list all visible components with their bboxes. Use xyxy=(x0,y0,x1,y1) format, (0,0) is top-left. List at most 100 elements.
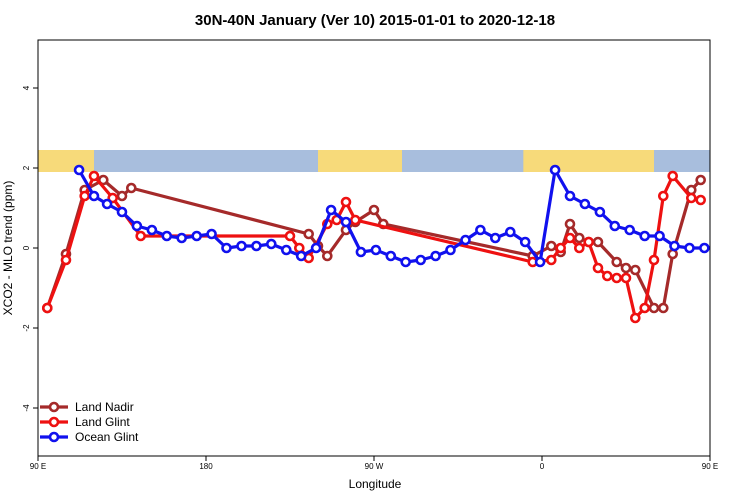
x-axis: 90 E 180 90 W 0 90 E xyxy=(30,456,718,471)
series-point-ocean-glint-8 xyxy=(191,230,202,242)
series-point-land-nadir-17 xyxy=(573,232,585,244)
legend-label-land-nadir: Land Nadir xyxy=(75,400,134,414)
x-tick-label-4: 90 E xyxy=(702,462,718,471)
x-tick-label-3: 0 xyxy=(540,462,545,471)
series-layer xyxy=(41,164,710,324)
series-point-ocean-glint-31 xyxy=(534,256,546,268)
series-point-ocean-glint-20 xyxy=(370,244,382,256)
series-point-land-glint-1 xyxy=(60,254,72,266)
series-point-land-nadir-27 xyxy=(695,174,707,186)
series-point-ocean-glint-12 xyxy=(251,240,262,252)
series-point-ocean-glint-24 xyxy=(430,250,441,262)
series-point-ocean-glint-38 xyxy=(639,230,651,242)
series-point-ocean-glint-37 xyxy=(624,224,636,236)
legend-label-ocean-glint: Ocean Glint xyxy=(75,430,139,444)
series-point-land-glint-29 xyxy=(695,194,707,206)
series-point-ocean-glint-6 xyxy=(161,230,173,242)
series-point-land-glint-20 xyxy=(601,270,613,282)
series-point-ocean-glint-35 xyxy=(594,206,606,218)
series-point-land-nadir-11 xyxy=(368,204,380,216)
series-point-ocean-glint-4 xyxy=(131,220,143,232)
legend-marker-land-nadir xyxy=(48,401,60,413)
series-point-land-nadir-4 xyxy=(116,190,128,202)
legend-marker-land-glint xyxy=(48,416,60,428)
series-point-ocean-glint-29 xyxy=(504,226,516,238)
series-point-land-glint-18 xyxy=(583,236,595,248)
series-point-land-nadir-19 xyxy=(592,236,604,248)
series-point-ocean-glint-1 xyxy=(88,190,100,202)
series-point-ocean-glint-27 xyxy=(475,224,486,236)
series-point-land-nadir-24 xyxy=(657,302,669,314)
y-tick-label-0: -4 xyxy=(22,404,31,412)
series-point-ocean-glint-36 xyxy=(609,220,621,232)
series-point-ocean-glint-26 xyxy=(460,234,471,246)
series-point-land-glint-14 xyxy=(545,254,557,266)
x-tick-label-0: 90 E xyxy=(30,462,46,471)
series-point-land-glint-2 xyxy=(79,190,90,202)
series-point-land-nadir-20 xyxy=(611,256,623,268)
series-point-ocean-glint-34 xyxy=(579,198,591,210)
y-tick-label-2: 0 xyxy=(22,245,31,250)
series-point-ocean-glint-5 xyxy=(146,224,158,236)
series-point-ocean-glint-23 xyxy=(415,254,427,266)
series-point-ocean-glint-15 xyxy=(295,250,307,262)
series-point-land-glint-27 xyxy=(667,170,679,182)
legend-label-land-glint: Land Glint xyxy=(75,415,130,429)
series-point-land-nadir-16 xyxy=(564,218,576,230)
series-point-land-glint-5 xyxy=(135,230,146,242)
series-point-land-nadir-23 xyxy=(648,302,660,314)
map-band xyxy=(38,150,710,172)
x-tick-label-2: 90 W xyxy=(365,462,384,471)
series-point-land-nadir-21 xyxy=(620,262,632,274)
series-point-ocean-glint-17 xyxy=(325,204,337,216)
series-point-ocean-glint-11 xyxy=(236,240,247,252)
series-point-land-glint-12 xyxy=(349,214,361,226)
series-point-ocean-glint-21 xyxy=(385,250,397,262)
y-tick-label-3: 2 xyxy=(22,165,31,170)
series-point-land-nadir-14 xyxy=(545,240,557,252)
series-point-land-glint-16 xyxy=(564,232,576,244)
map-band-land-0 xyxy=(38,150,94,172)
series-point-ocean-glint-16 xyxy=(310,242,322,254)
series-point-ocean-glint-14 xyxy=(280,244,292,256)
series-point-land-glint-19 xyxy=(592,262,604,274)
series-point-ocean-glint-42 xyxy=(699,242,710,254)
series-point-land-glint-28 xyxy=(685,192,697,204)
series-point-land-glint-26 xyxy=(657,190,669,202)
series-point-land-nadir-8 xyxy=(321,250,333,262)
y-axis-label: XCO2 - MLO trend (ppm) xyxy=(1,181,15,316)
series-point-ocean-glint-39 xyxy=(654,230,665,242)
series-point-ocean-glint-9 xyxy=(206,228,217,240)
series-point-ocean-glint-19 xyxy=(355,246,367,258)
series-point-ocean-glint-22 xyxy=(400,256,412,268)
series-point-ocean-glint-30 xyxy=(519,236,531,248)
series-point-land-nadir-5 xyxy=(126,182,137,194)
series-point-land-glint-15 xyxy=(555,242,567,254)
series-point-land-glint-6 xyxy=(284,230,296,242)
series-point-ocean-glint-0 xyxy=(73,164,85,176)
series-point-land-glint-22 xyxy=(620,272,632,284)
series-point-ocean-glint-13 xyxy=(265,238,277,250)
series-point-land-glint-3 xyxy=(88,170,100,182)
series-point-land-glint-25 xyxy=(648,254,660,266)
series-line-ocean-glint xyxy=(77,168,705,264)
series-point-land-glint-0 xyxy=(41,302,53,314)
y-tick-label-1: -2 xyxy=(22,324,31,332)
y-axis: -4 -2 0 2 4 xyxy=(22,85,38,412)
series-point-land-glint-11 xyxy=(340,196,352,208)
chart-title: 30N-40N January (Ver 10) 2015-01-01 to 2… xyxy=(195,12,555,29)
series-point-ocean-glint-2 xyxy=(101,198,113,210)
series-point-land-glint-24 xyxy=(639,302,651,314)
series-point-ocean-glint-40 xyxy=(669,240,680,252)
series-point-ocean-glint-41 xyxy=(684,242,695,254)
series-point-land-glint-21 xyxy=(611,272,623,284)
x-axis-label: Longitude xyxy=(349,477,402,491)
series-point-land-nadir-6 xyxy=(303,228,315,240)
legend-marker-ocean-glint xyxy=(48,431,60,443)
y-tick-label-4: 4 xyxy=(22,85,31,90)
series-point-land-nadir-22 xyxy=(629,264,641,276)
series-point-ocean-glint-7 xyxy=(176,232,187,244)
